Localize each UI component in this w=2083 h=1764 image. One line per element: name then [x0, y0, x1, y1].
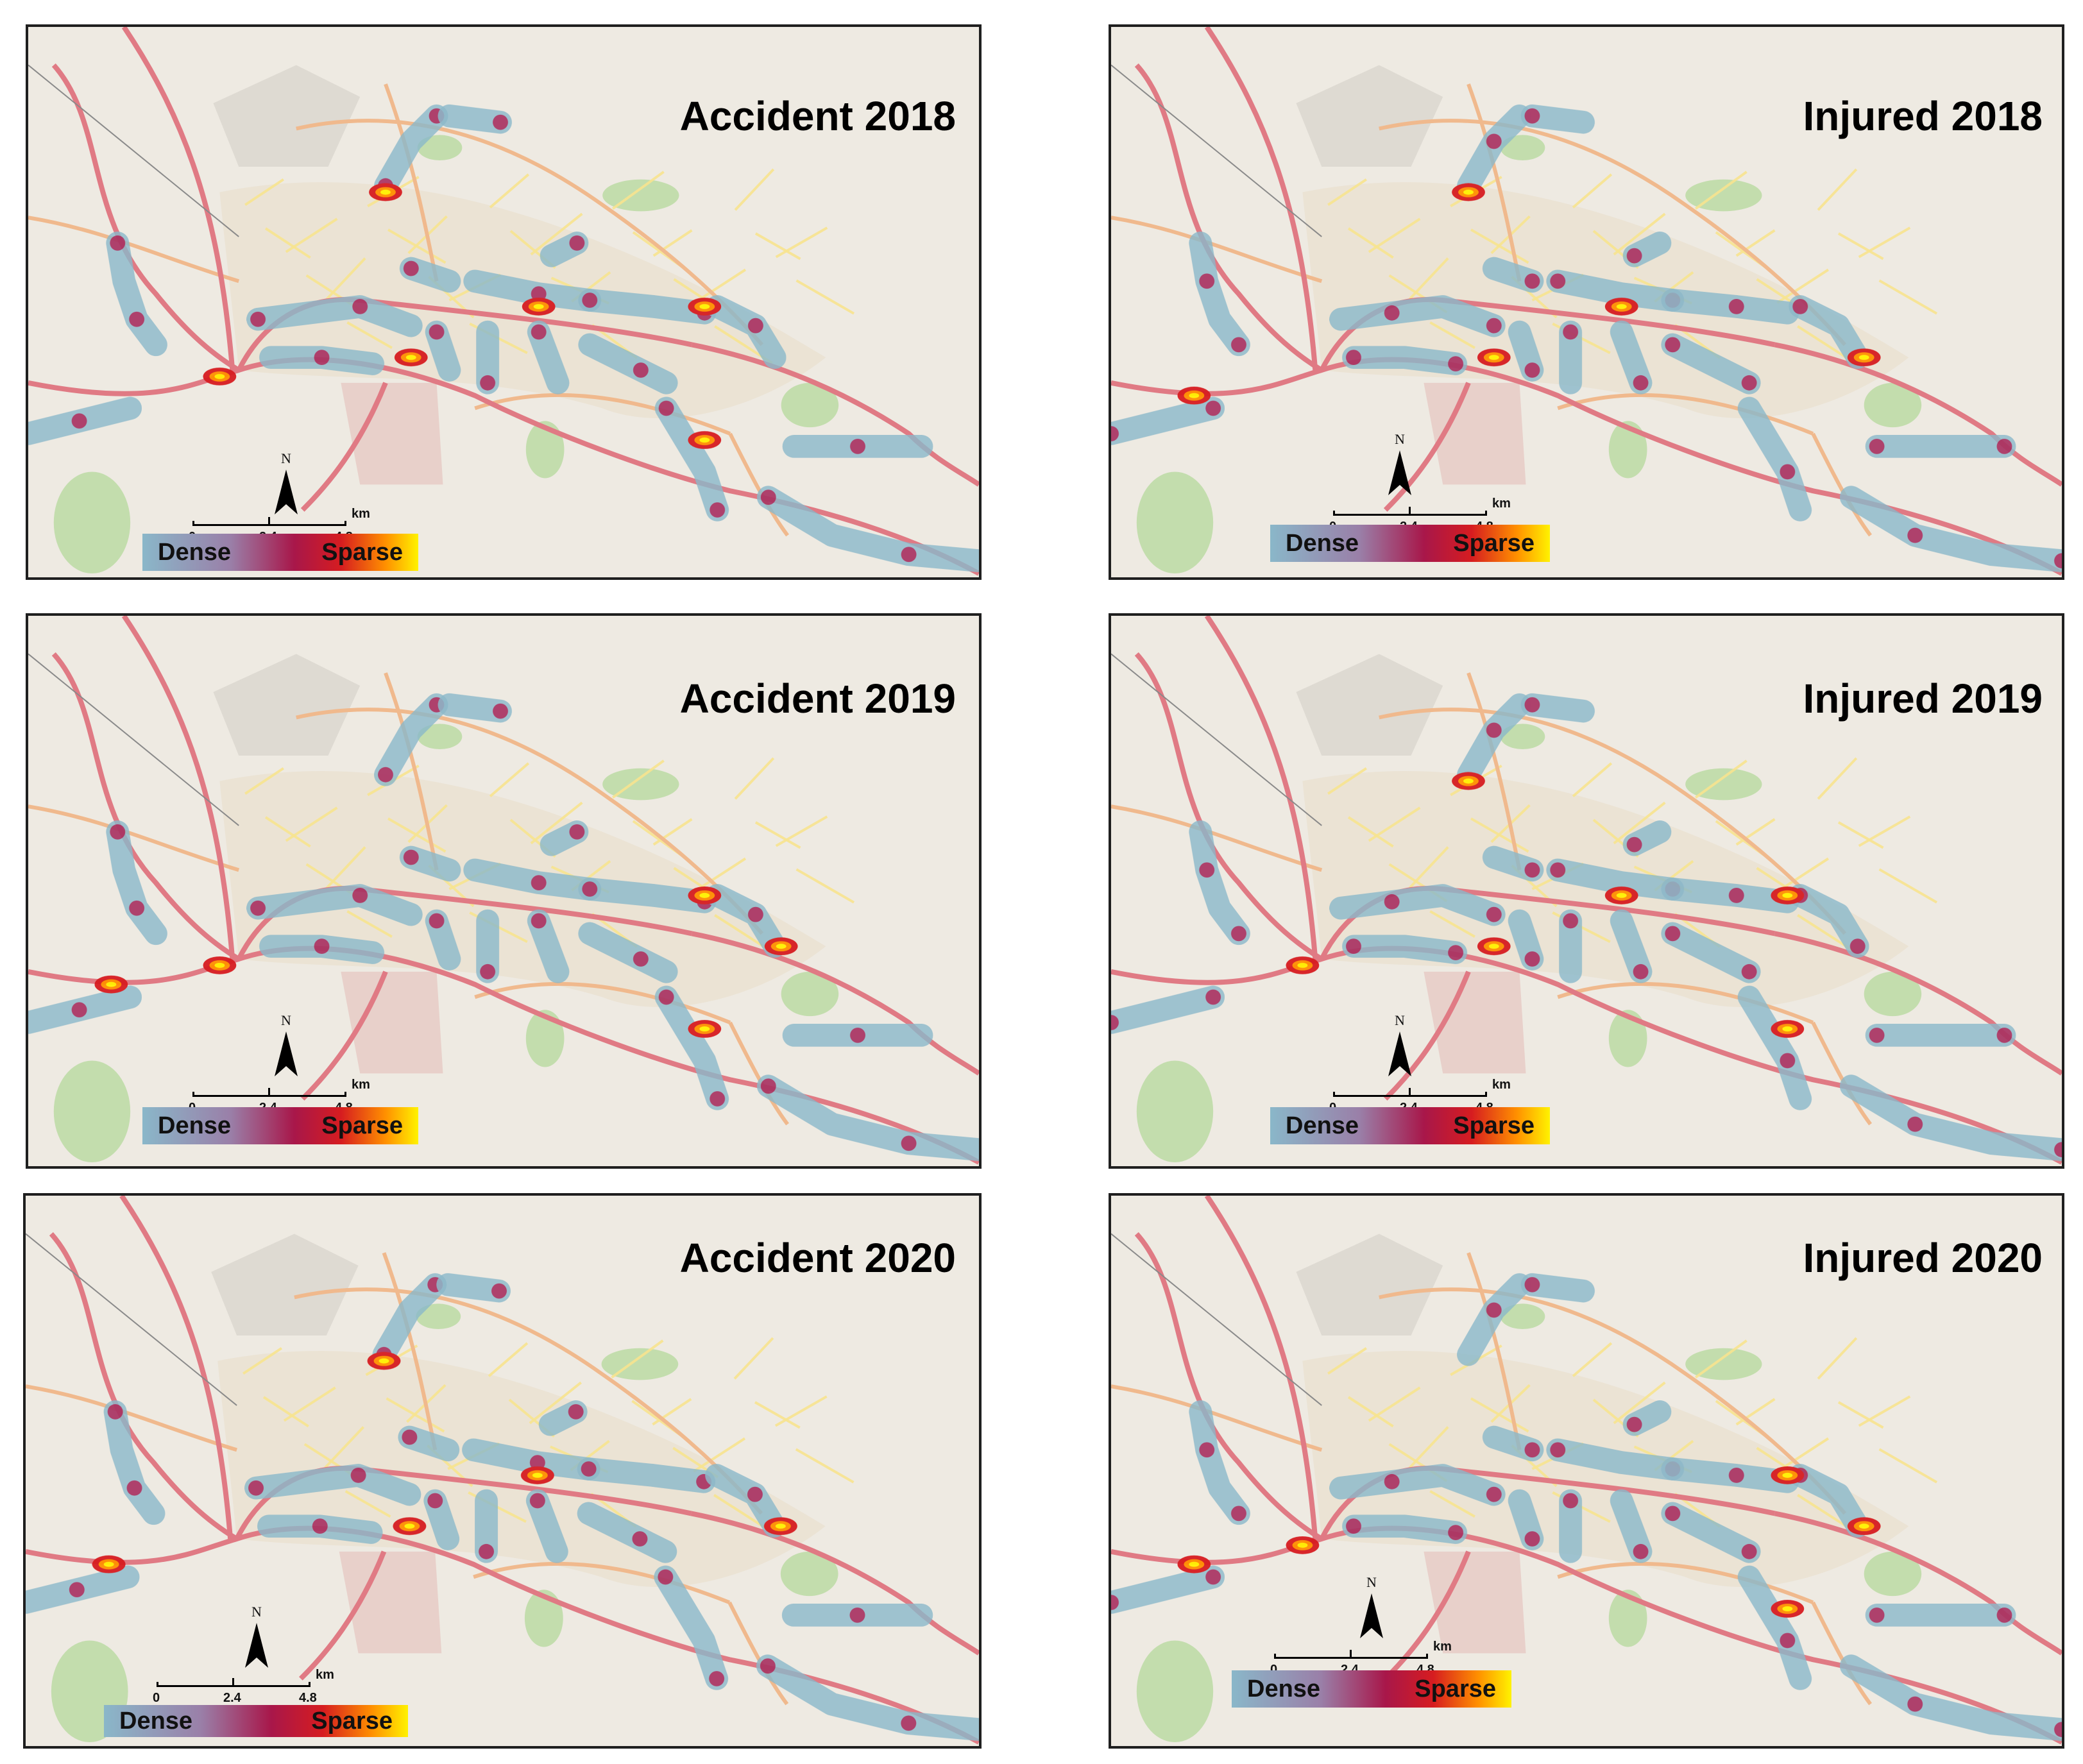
north-arrow-icon: N: [1381, 431, 1419, 502]
hotspot-map: [26, 1196, 979, 1746]
legend-dense-label: Dense: [119, 1707, 193, 1734]
north-arrow-icon: N: [1352, 1574, 1391, 1645]
panel-title: Injured 2019: [1803, 675, 2043, 722]
density-legend: Dense Sparse: [1232, 1670, 1511, 1708]
hotspot-map: [28, 27, 979, 577]
north-arrow-icon: N: [267, 1012, 305, 1083]
north-arrow-icon: N: [237, 1604, 276, 1674]
scale-bar: 0 2.4 4.8 km: [153, 1668, 334, 1705]
hotspot-map: [1111, 27, 2062, 577]
map-panel-injured-2019: Injured 2019 N 0 2.4 4.8 km Dense Sparse: [1109, 613, 2064, 1169]
map-panel-injured-2018: Injured 2018 N 0 2.4 4.8 km Dense Sparse: [1109, 24, 2064, 580]
legend-dense-label: Dense: [1286, 1112, 1359, 1139]
map-panel-accident-2018: Accident 2018 N 0 2.4 4.8 km Dense Spars…: [26, 24, 982, 580]
panel-title: Accident 2019: [679, 675, 956, 722]
hotspot-map: [28, 616, 979, 1166]
legend-sparse-label: Sparse: [321, 1112, 403, 1139]
hotspot-map: [1111, 1196, 2062, 1746]
density-legend: Dense Sparse: [142, 1107, 418, 1144]
legend-sparse-label: Sparse: [311, 1707, 393, 1734]
legend-sparse-label: Sparse: [1453, 1112, 1535, 1139]
panel-title: Injured 2020: [1803, 1235, 2043, 1281]
legend-dense-label: Dense: [1247, 1675, 1321, 1702]
density-legend: Dense Sparse: [1270, 1107, 1550, 1144]
legend-sparse-label: Sparse: [321, 538, 403, 566]
hotspot-map: [1111, 616, 2062, 1166]
legend-dense-label: Dense: [1286, 529, 1359, 557]
north-arrow-icon: N: [267, 450, 305, 521]
density-legend: Dense Sparse: [142, 534, 418, 571]
density-legend: Dense Sparse: [1270, 525, 1550, 562]
map-panel-injured-2020: Injured 2020 N 0 2.4 4.8 km Dense Sparse: [1109, 1193, 2064, 1749]
legend-sparse-label: Sparse: [1415, 1675, 1496, 1702]
panel-title: Accident 2020: [679, 1235, 956, 1281]
map-panel-accident-2019: Accident 2019 N 0 2.4 4.8 km Dense Spars…: [26, 613, 982, 1169]
map-panel-accident-2020: Accident 2020 N 0 2.4 4.8 km Dense Spars…: [23, 1193, 982, 1749]
legend-dense-label: Dense: [158, 1112, 232, 1139]
density-legend: Dense Sparse: [104, 1705, 408, 1737]
legend-sparse-label: Sparse: [1453, 529, 1535, 557]
legend-dense-label: Dense: [158, 538, 232, 566]
panel-title: Injured 2018: [1803, 93, 2043, 139]
panel-title: Accident 2018: [679, 93, 956, 139]
north-arrow-icon: N: [1381, 1012, 1419, 1083]
